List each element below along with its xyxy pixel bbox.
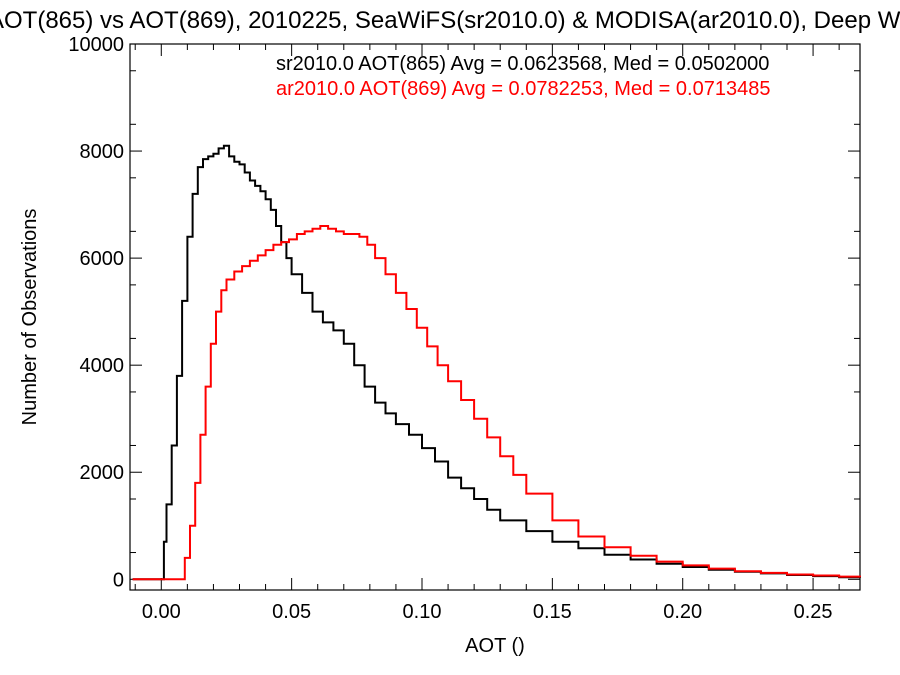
y-tick-label: 6000 — [80, 248, 125, 270]
series-layer — [132, 144, 861, 581]
y-axis-label: Number of Observations — [19, 209, 41, 426]
chart-title: AOT(865) vs AOT(869), 2010225, SeaWiFS(s… — [0, 7, 900, 34]
x-axis-label: AOT () — [465, 635, 525, 657]
x-tick-label: 0.05 — [272, 601, 311, 623]
series-line-ar2010 — [132, 225, 861, 581]
x-tick-label: 0.20 — [663, 601, 702, 623]
y-tick-label: 4000 — [80, 355, 125, 377]
series-line-sr2010 — [132, 144, 861, 581]
y-tick-label: 0 — [113, 569, 124, 591]
axis-ticks: 0.00 0.05 0.10 0.15 0.20 0.25 0 2000 4000 6000 800… — [68, 34, 860, 623]
legend-entry-sr2010: sr2010.0 AOT(865) Avg = 0.0623568, Med =… — [276, 53, 769, 75]
plot-frame — [129, 43, 861, 591]
y-tick-label: 8000 — [80, 141, 125, 163]
legend-entry-ar2010: ar2010.0 AOT(869) Avg = 0.0782253, Med =… — [276, 78, 770, 100]
x-tick-label: 0.15 — [533, 601, 572, 623]
x-tick-label: 0.25 — [794, 601, 833, 623]
x-tick-label: 0.00 — [142, 601, 181, 623]
y-tick-label: 10000 — [68, 34, 124, 56]
x-tick-label: 0.10 — [403, 601, 442, 623]
y-tick-label: 2000 — [80, 462, 125, 484]
